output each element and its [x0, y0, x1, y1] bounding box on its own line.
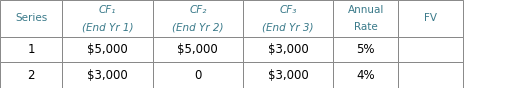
Bar [398, 37, 463, 62]
Text: $3,000: $3,000 [87, 69, 128, 82]
Bar [398, 0, 463, 37]
Text: $5,000: $5,000 [177, 43, 218, 56]
Text: 1: 1 [27, 43, 35, 56]
Bar [153, 0, 243, 37]
Bar [62, 0, 153, 37]
Bar [333, 62, 398, 88]
Bar [0, 37, 62, 62]
Bar [243, 37, 333, 62]
Text: Rate: Rate [354, 22, 377, 32]
Text: $3,000: $3,000 [268, 43, 309, 56]
Text: 2: 2 [27, 69, 35, 82]
Bar [62, 62, 153, 88]
Text: $3,000: $3,000 [268, 69, 309, 82]
Text: Annual: Annual [347, 5, 384, 15]
Text: (End Yr 1): (End Yr 1) [82, 22, 133, 32]
Text: $5,000: $5,000 [87, 43, 128, 56]
Bar [62, 37, 153, 62]
Bar [398, 62, 463, 88]
Text: 4%: 4% [356, 69, 375, 82]
Text: (End Yr 2): (End Yr 2) [172, 22, 223, 32]
Bar [153, 37, 243, 62]
Bar [333, 37, 398, 62]
Bar [243, 0, 333, 37]
Text: CF₃: CF₃ [280, 5, 297, 15]
Bar [153, 62, 243, 88]
Text: 0: 0 [194, 69, 202, 82]
Bar [243, 62, 333, 88]
Text: CF₂: CF₂ [189, 5, 206, 15]
Text: FV: FV [424, 13, 437, 23]
Bar [333, 0, 398, 37]
Text: Series: Series [15, 13, 47, 23]
Bar [0, 0, 62, 37]
Text: CF₁: CF₁ [99, 5, 116, 15]
Text: 5%: 5% [357, 43, 375, 56]
Text: (End Yr 3): (End Yr 3) [263, 22, 314, 32]
Bar [0, 62, 62, 88]
